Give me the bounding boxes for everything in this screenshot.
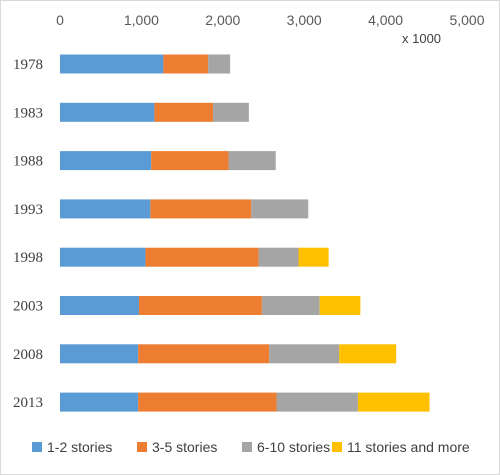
bar-segment — [138, 344, 270, 364]
category-label: 1988 — [13, 154, 43, 170]
bar-segment — [60, 344, 139, 364]
x-axis-ticks: 0 1,000 2,000 3,000 4,000 5,000 — [56, 12, 485, 28]
bar-segment — [339, 344, 397, 364]
x-axis-unit-label: x 1000 — [402, 31, 441, 46]
bar-segment — [261, 296, 320, 315]
category-label: 1998 — [13, 250, 43, 266]
legend-swatch — [242, 442, 252, 452]
bar-segment — [208, 54, 231, 74]
bar-segment — [60, 392, 139, 412]
bar-segment — [213, 102, 249, 122]
category-labels: 1978 1983 1988 1993 1998 2003 2008 2013 — [13, 57, 43, 411]
bar-segment — [228, 151, 276, 171]
category-label: 1993 — [13, 202, 43, 218]
legend-label: 6-10 stories — [257, 439, 330, 455]
bar-segment — [60, 199, 151, 219]
bar-segment — [145, 247, 259, 267]
bar-segment — [298, 247, 329, 267]
x-tick-label: 0 — [56, 12, 64, 28]
bar-segment — [60, 247, 146, 267]
category-label: 2003 — [13, 299, 43, 315]
legend-swatch — [32, 442, 42, 452]
bar-segment — [163, 54, 209, 74]
bar-segment — [258, 247, 299, 267]
x-tick-label: 1,000 — [124, 12, 159, 28]
bar-segment — [154, 102, 214, 122]
legend-swatch — [137, 442, 147, 452]
bars-layer — [60, 54, 430, 412]
bar-segment — [60, 151, 152, 171]
category-label: 2008 — [13, 347, 43, 363]
x-tick-label: 2,000 — [205, 12, 240, 28]
bar-segment — [151, 151, 229, 171]
legend-label: 3-5 stories — [152, 439, 217, 455]
bar-segment — [269, 344, 340, 364]
bar-segment — [138, 392, 277, 412]
x-tick-label: 5,000 — [449, 12, 484, 28]
bar-segment — [357, 392, 430, 412]
legend-label: 1-2 stories — [47, 439, 112, 455]
legend: 1-2 stories 3-5 stories 6-10 stories 11 sto… — [32, 439, 470, 455]
bar-segment — [251, 199, 309, 219]
bar-segment — [60, 102, 155, 122]
legend-swatch — [332, 442, 342, 452]
bar-segment — [138, 296, 262, 315]
x-tick-label: 3,000 — [287, 12, 322, 28]
category-label: 2013 — [13, 395, 43, 411]
bar-segment — [60, 296, 139, 315]
category-label: 1983 — [13, 105, 43, 121]
category-label: 1978 — [13, 57, 43, 73]
bar-segment — [319, 296, 361, 315]
legend-label: 11 stories and more — [347, 439, 470, 455]
x-tick-label: 4,000 — [368, 12, 403, 28]
bar-segment — [60, 54, 164, 74]
bar-segment — [276, 392, 358, 412]
bar-segment — [150, 199, 252, 219]
